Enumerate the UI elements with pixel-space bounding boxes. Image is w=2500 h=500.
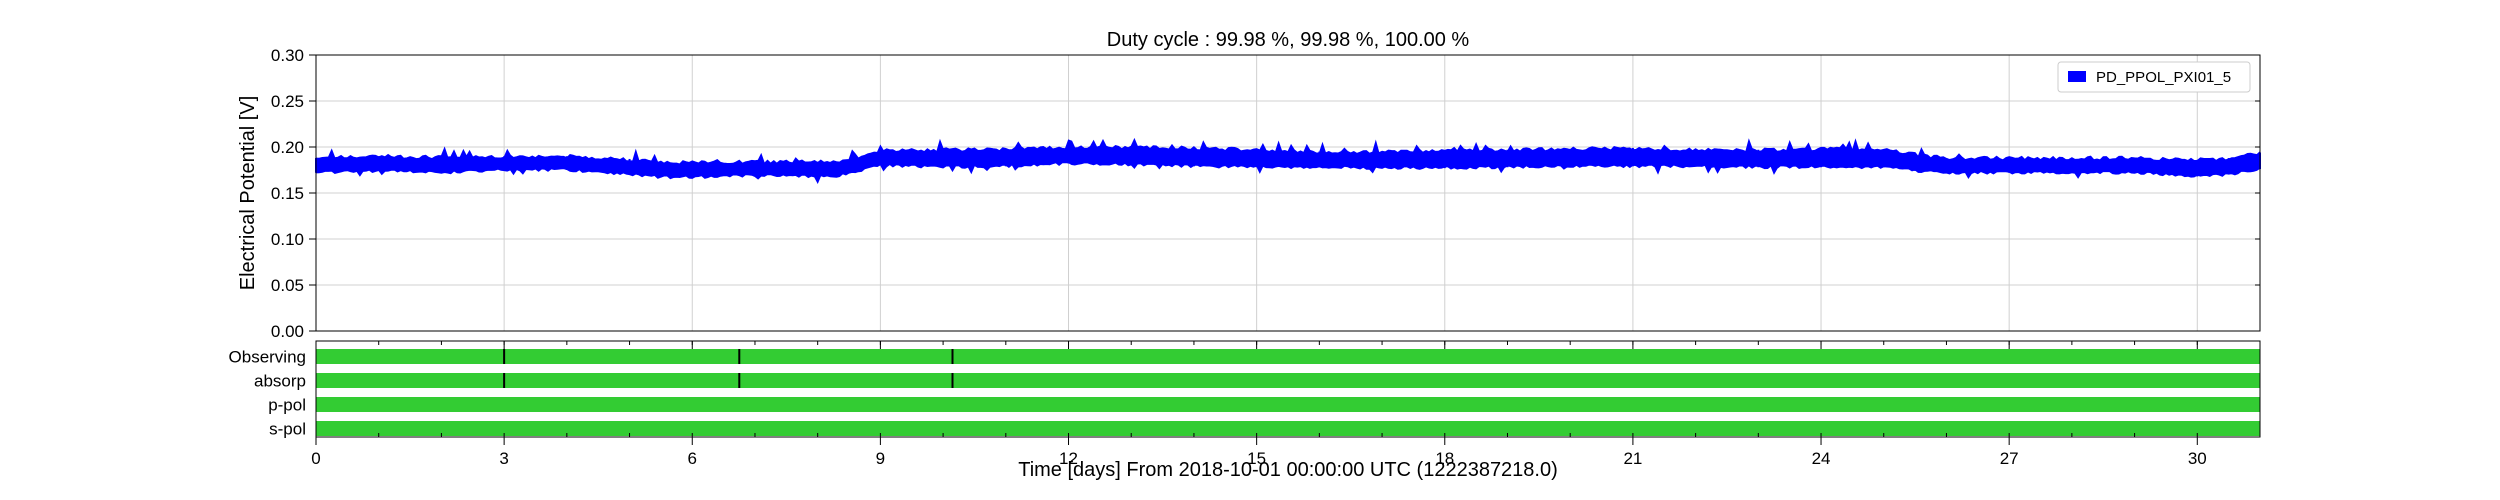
segment-label: p-pol <box>268 396 306 415</box>
y-axis-label: Electrical Potential [V] <box>237 96 259 291</box>
legend-label: PD_PPOL_PXI01_5 <box>2096 69 2231 86</box>
y-tick-label: 0.15 <box>271 184 304 203</box>
x-tick-label: 21 <box>1623 449 1642 468</box>
y-axis: 0.00 0.05 0.10 0.15 0.20 0.25 0.30 <box>271 46 2260 341</box>
y-tick-label: 0.20 <box>271 138 304 157</box>
x-axis: 0 3 6 9 12 15 18 21 24 27 30 <box>311 341 2207 468</box>
y-tick-label: 0.10 <box>271 230 304 249</box>
segment-bar <box>316 373 2260 388</box>
x-tick-label: 12 <box>1059 449 1078 468</box>
x-tick-label: 6 <box>688 449 697 468</box>
chart-title: Duty cycle : 99.98 %, 99.98 %, 100.00 % <box>1107 29 1470 51</box>
legend-swatch <box>2068 71 2086 82</box>
segment-bar <box>316 349 2260 364</box>
segment-label: s-pol <box>269 420 306 439</box>
series-layer <box>315 137 2261 185</box>
series-band <box>315 137 2261 185</box>
segment-label: Observing <box>229 348 306 367</box>
x-axis-label: Time [days] From 2018-10-01 00:00:00 UTC… <box>1018 459 1558 481</box>
segment-frame <box>315 340 2261 438</box>
x-tick-label: 24 <box>1812 449 1831 468</box>
y-tick-label: 0.30 <box>271 46 304 65</box>
grid <box>315 54 2260 332</box>
x-tick-label: 3 <box>499 449 508 468</box>
segment-bar <box>316 397 2260 412</box>
x-tick-label: 27 <box>2000 449 2019 468</box>
legend-box <box>2057 61 2251 93</box>
legend: PD_PPOL_PXI01_5 <box>2057 61 2251 93</box>
segment-label: absorp <box>254 372 306 391</box>
y-tick-label: 0.05 <box>271 276 304 295</box>
x-tick-label: 15 <box>1247 449 1266 468</box>
segment-panel: Observing absorp p-pol s-pol <box>229 340 2261 439</box>
y-tick-label: 0.00 <box>271 322 304 341</box>
x-tick-label: 0 <box>311 449 320 468</box>
x-tick-label: 30 <box>2188 449 2207 468</box>
segment-bar <box>316 421 2260 436</box>
x-tick-label: 18 <box>1435 449 1454 468</box>
x-tick-label: 9 <box>876 449 885 468</box>
y-tick-label: 0.25 <box>271 92 304 111</box>
